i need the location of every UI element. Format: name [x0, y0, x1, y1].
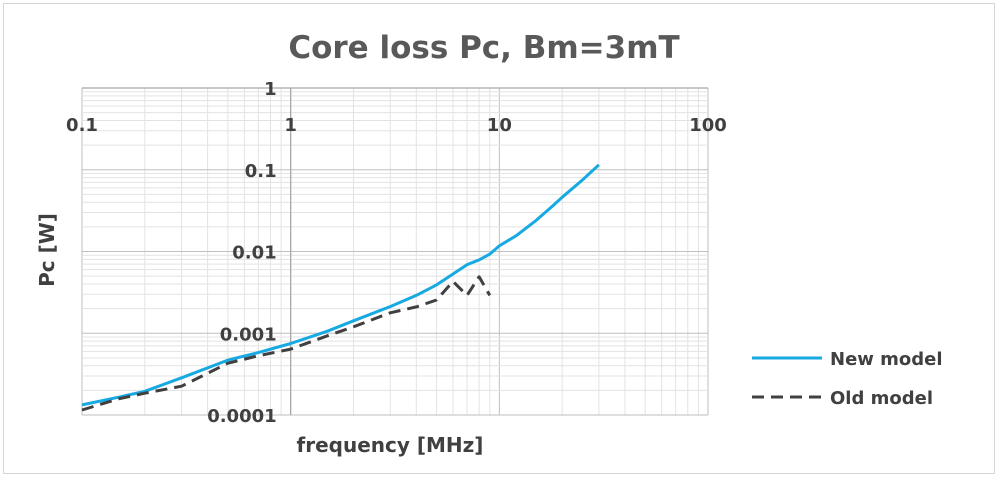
- tick-labels: 0.1 1 10 100 1 0.1 0.01 0.001 0.0001: [66, 79, 727, 427]
- y-tick-label: 1: [264, 79, 277, 100]
- x-tick-label: 10: [487, 115, 512, 136]
- y-tick-label: 0.0001: [207, 406, 276, 427]
- legend-label-old-model: Old model: [830, 388, 933, 409]
- series-layer: [81, 163, 600, 412]
- y-tick-label: 0.1: [245, 161, 277, 182]
- chart-title: Core loss Pc, Bm=3mT: [288, 30, 679, 66]
- y-tick-label: 0.001: [220, 324, 277, 345]
- x-axis-label: frequency [MHz]: [297, 433, 484, 457]
- grid: [81, 87, 709, 416]
- legend-label-new-model: New model: [830, 349, 943, 370]
- x-tick-label: 100: [689, 115, 727, 136]
- legend: New model Old model: [752, 349, 943, 409]
- x-tick-label: 0.1: [66, 115, 98, 136]
- series-line-new-model: [81, 163, 600, 407]
- y-axis-label: Pc [W]: [35, 213, 59, 287]
- series-line-old-model: [81, 275, 492, 412]
- x-tick-label: 1: [284, 115, 297, 136]
- y-tick-label: 0.01: [232, 243, 276, 264]
